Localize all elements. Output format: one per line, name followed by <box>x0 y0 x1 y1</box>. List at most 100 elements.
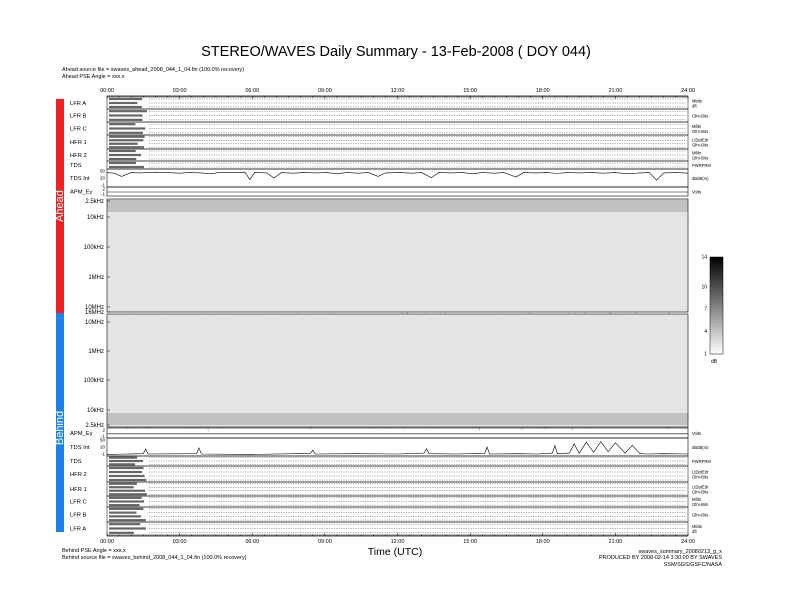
behind-freq-tick-label: 10kHz <box>87 408 104 414</box>
behind-row-hfr-1-unit: LtDptEdr <box>692 485 709 490</box>
behind-tds-int-tick-label: -1 <box>101 452 105 457</box>
ahead-row-lfr-a-label: LFR A <box>70 101 86 107</box>
ahead-spectrogram-noise <box>424 311 426 316</box>
ahead-row-hfr-1-channel-tag <box>109 142 138 145</box>
ahead-row-lfr-b-label: LFR B <box>70 114 87 120</box>
behind-row-hfr-2-channel-tag <box>109 466 144 470</box>
behind-apm-ey-frame <box>106 427 689 439</box>
ahead-row-hfr-1-frame <box>106 134 689 150</box>
behind-row-hfr-1-label: HFR 1 <box>70 487 87 493</box>
colorbar-tick-label: 1 <box>704 352 707 358</box>
behind-sidebar-bar <box>56 313 64 532</box>
behind-row-hfr-2-unit: LtDptEdr <box>692 470 709 475</box>
ahead-row-lfr-c-channel-tag <box>109 123 136 126</box>
behind-apm-ey-unit: Volts <box>692 431 701 436</box>
bottom-time-tick-label: 06:00 <box>245 539 259 545</box>
footer-produced: PRODUCED BY 2008-02-14 3:30:00 BY SWAVES… <box>599 555 722 568</box>
ahead-row-lfr-c-unit-2: Gfm-Bits <box>692 129 708 134</box>
ahead-row-hfr-2-label: HFR 2 <box>70 153 87 159</box>
behind-row-lfr-b-channel-tag <box>109 519 146 522</box>
behind-freq-tick-label: 2.5kHz <box>85 423 104 429</box>
behind-row-lfr-a-channel-tag <box>109 531 134 534</box>
ahead-row-lfr-b-unit: Gfm-Bits <box>692 114 708 119</box>
ahead-row-hfr-1-channel-tag <box>109 139 144 142</box>
ahead-row-hfr-2-channel-tag <box>109 149 136 153</box>
ahead-row-hfr-2-unit-2: Gfm-Bits <box>692 156 708 161</box>
behind-freq-tick-label: 100kHz <box>84 378 104 384</box>
bottom-time-tick-label: 09:00 <box>318 539 332 545</box>
x-axis-label: Time (UTC) <box>367 546 423 558</box>
ahead-spectrogram-noise <box>132 311 134 316</box>
ahead-tds-int-label: TDS Int <box>70 176 90 182</box>
ahead-spectrogram-noise <box>624 311 626 315</box>
behind-row-hfr-2-channel-tag <box>109 470 143 474</box>
ahead-apm-ey-unit: Volts <box>692 190 701 195</box>
ahead-row-lfr-b-channel-tag <box>109 118 143 121</box>
bottom-time-tick-label: 21:00 <box>608 539 622 545</box>
ahead-info: Ahead source file = swaves_ahead_2008_04… <box>62 67 244 80</box>
ahead-freq-tick-label: 100kHz <box>84 245 104 251</box>
ahead-row-lfr-b-channel-tag <box>109 114 143 117</box>
behind-row-lfr-b-frame <box>106 506 689 523</box>
ahead-spectrogram-noise <box>687 215 689 221</box>
ahead-apm-ey-tick-label: 2 <box>102 187 105 192</box>
bottom-time-tick-label: 24:00 <box>681 539 695 545</box>
behind-row-hfr-1-unit-2: Gfm-Bits <box>692 490 708 495</box>
ahead-row-hfr-1-unit: LtDptEdr <box>692 138 709 143</box>
behind-spectrogram-noise <box>572 426 573 431</box>
top-time-tick-label: 21:00 <box>608 88 622 94</box>
behind-row-lfr-a-frame <box>106 521 689 536</box>
behind-tds-int-label: TDS Int <box>70 445 90 451</box>
page-title: STEREO/WAVES Daily Summary - 13-Feb-2008… <box>201 44 591 60</box>
ahead-row-lfr-c-channel-tag <box>109 127 146 130</box>
behind-row-lfr-c-unit-2: Gfm-Bits <box>692 502 708 507</box>
behind-row-lfr-b-label: LFR B <box>70 513 87 519</box>
ahead-row-lfr-a-channel-tag <box>109 105 142 109</box>
behind-spectrogram-noise <box>403 425 404 432</box>
behind-row-lfr-a-unit-2: dft <box>692 529 697 534</box>
ahead-apm-ey-tick-label: -1 <box>101 192 105 197</box>
behind-apm-ey-tick-label: 2 <box>102 428 105 433</box>
behind-row-lfr-b-unit: Gfm-Bits <box>692 513 708 518</box>
ahead-row-lfr-a-unit-2: dft <box>692 104 697 109</box>
top-time-tick-label: 15:00 <box>463 88 477 94</box>
top-time-tick-label: 09:00 <box>318 88 332 94</box>
behind-row-hfr-2-channel-tag <box>109 474 145 478</box>
behind-row-lfr-a-unit: Mbits <box>692 524 702 529</box>
top-time-tick-label: 06:00 <box>245 88 259 94</box>
ahead-spectrogram-background <box>107 199 688 312</box>
bottom-time-tick-label: 18:00 <box>536 539 550 545</box>
ahead-freq-tick-label: 10MHz <box>85 305 104 311</box>
ahead-tds-int-series-line <box>106 171 689 181</box>
ahead-row-lfr-c-channel-tag <box>109 131 143 134</box>
ahead-row-tds-channel-tag <box>109 161 136 165</box>
ahead-row-lfr-c-unit: Mfiltr <box>692 124 702 129</box>
behind-spectrogram-lowfreq-band <box>107 413 688 425</box>
ahead-spectrogram-noise <box>204 311 206 315</box>
behind-row-tds-channel-tag <box>109 459 144 463</box>
ahead-tds-int-frame <box>106 168 689 188</box>
top-time-tick-label: 18:00 <box>536 88 550 94</box>
ahead-row-hfr-1-channel-tag <box>109 135 145 138</box>
ahead-apm-ey-label: APM_Ey <box>70 190 93 196</box>
ahead-source-file: Ahead source file = swaves_ahead_2008_04… <box>62 67 245 73</box>
behind-row-tds-label: TDS <box>70 459 82 465</box>
ahead-row-hfr-2-channel-tag <box>109 157 137 161</box>
ahead-row-tds-label: TDS <box>70 163 82 169</box>
behind-freq-tick-label: 10MHz <box>85 320 104 326</box>
behind-apm-ey-label: APM_Ey <box>70 431 93 437</box>
ahead-sidebar-bar <box>56 99 64 313</box>
ahead-row-tds-frame <box>106 160 689 170</box>
behind-spectrogram-noise <box>208 426 209 432</box>
colorbar-tick-label: 4 <box>704 329 707 335</box>
ahead-tds-int-tick-label: -1 <box>101 183 105 188</box>
behind-row-lfr-c-channel-tag <box>109 500 145 503</box>
behind-spectrogram-noise <box>221 426 223 429</box>
ahead-spectrogram-noise <box>222 310 224 316</box>
colorbar-unit: dB <box>711 359 718 365</box>
behind-tds-int-series-line <box>106 441 689 455</box>
ahead-row-hfr-1-channel-tag <box>109 146 145 149</box>
ahead-apm-ey-frame <box>106 186 689 197</box>
behind-spectrogram-noise <box>478 426 480 431</box>
